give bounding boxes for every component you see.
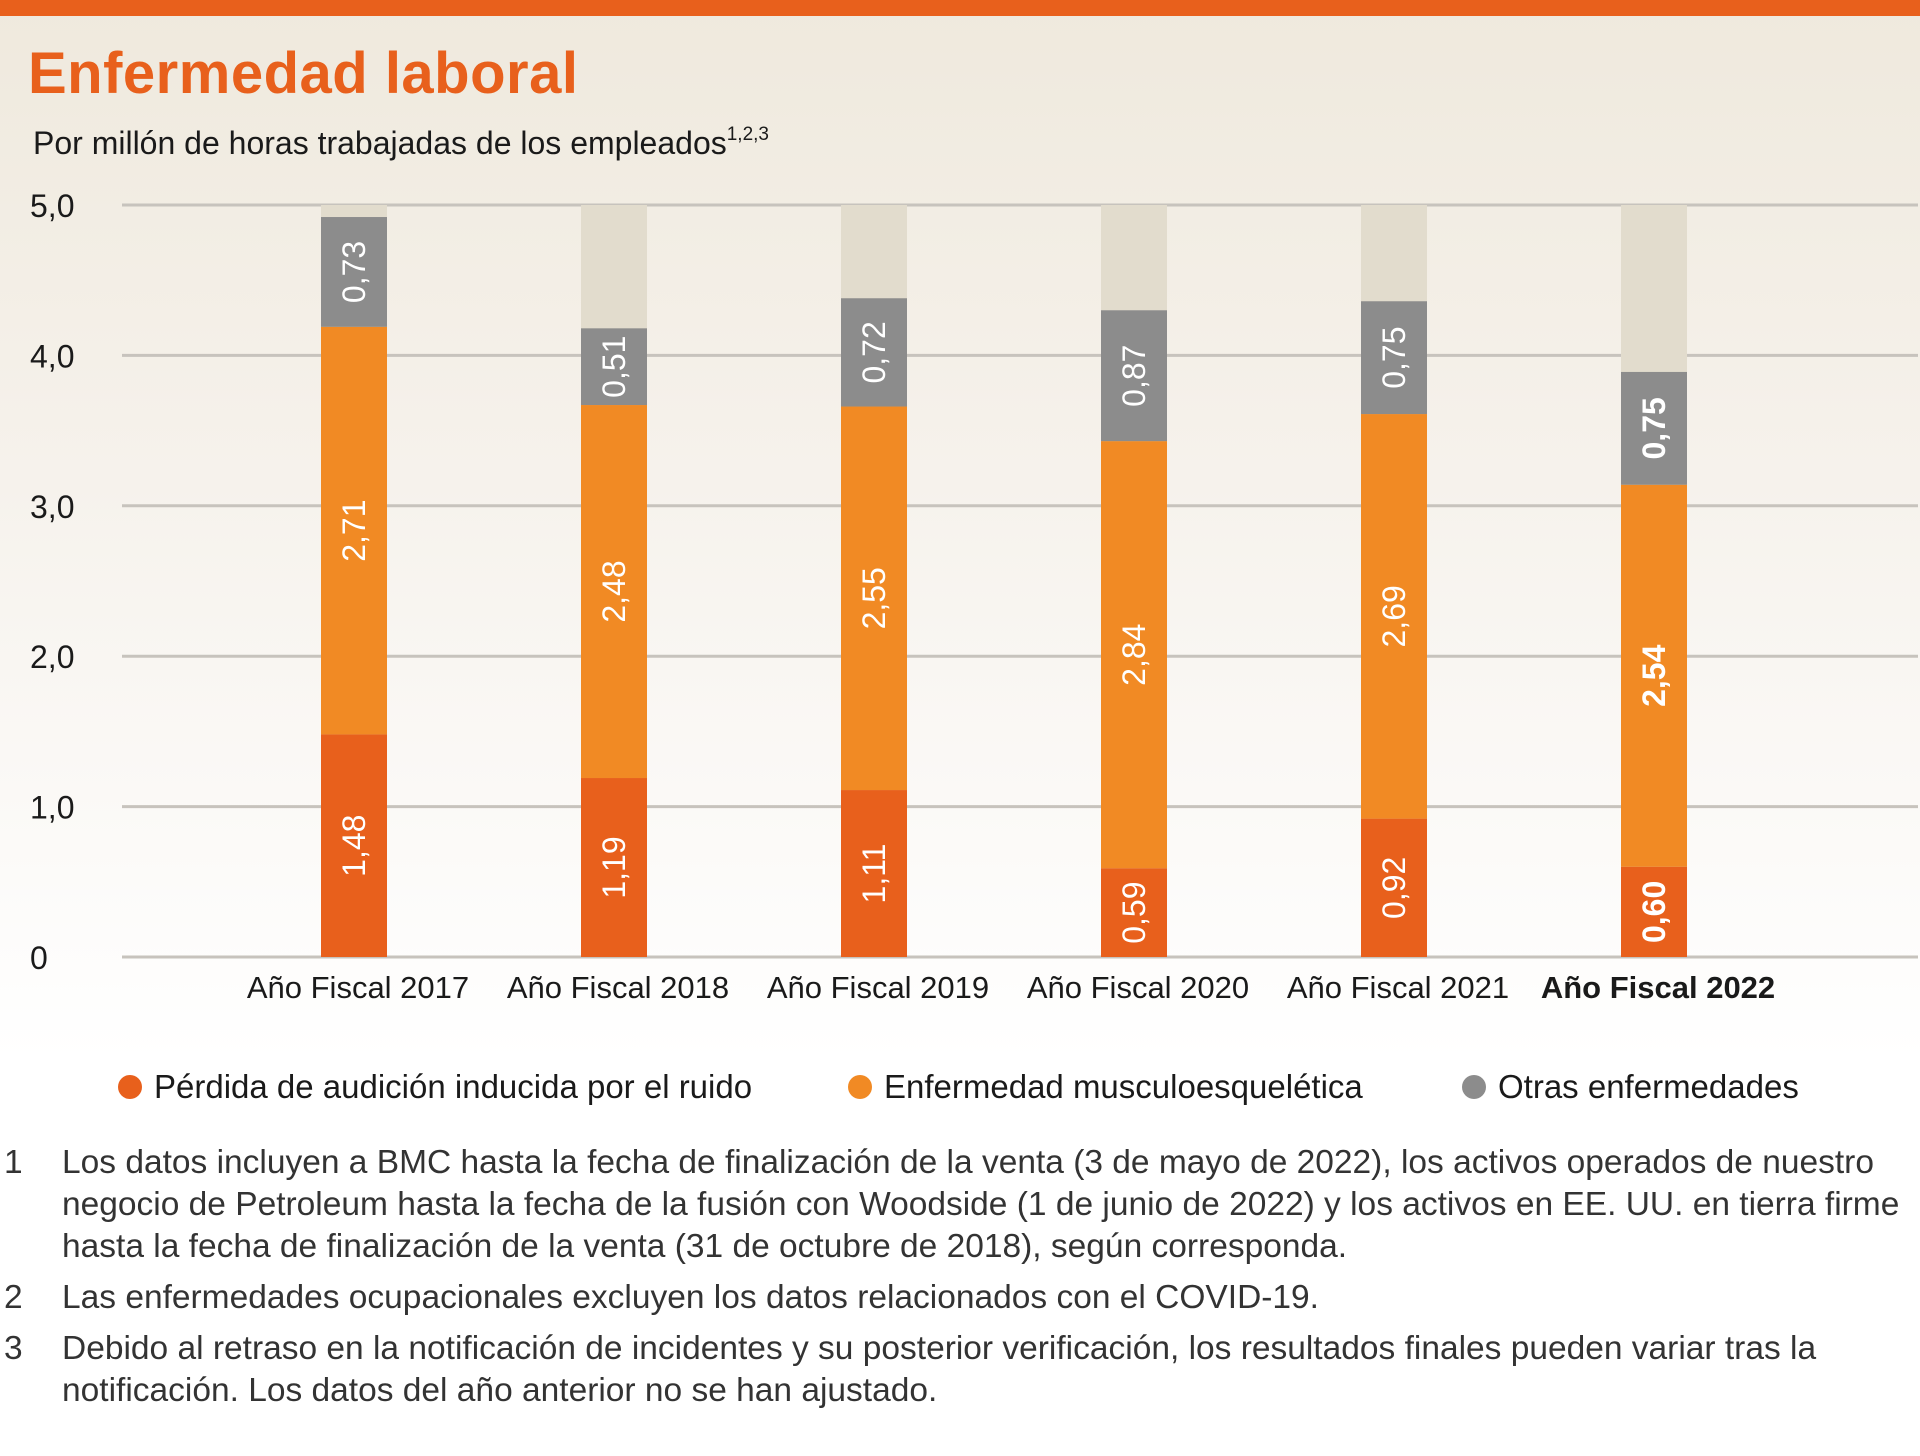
data-label: 0,87 <box>1116 345 1152 407</box>
data-label: 2,54 <box>1636 644 1672 706</box>
y-tick-label: 4,0 <box>30 338 74 374</box>
chart-background <box>0 0 1920 1060</box>
legend-label-noise: Pérdida de audición inducida por el ruid… <box>154 1068 753 1105</box>
bar-segment-other <box>581 328 647 406</box>
legend-label-musculo: Enfermedad musculoesquelética <box>884 1068 1363 1105</box>
data-label: 0,59 <box>1116 881 1152 943</box>
legend-label-other: Otras enfermedades <box>1498 1068 1799 1105</box>
data-label: 2,48 <box>596 560 632 622</box>
subtitle-footnote-refs: 1,2,3 <box>726 124 769 145</box>
x-tick-label: Año Fiscal 2017 <box>247 970 469 1005</box>
legend-item-noise: Pérdida de audición inducida por el ruid… <box>118 1068 752 1106</box>
bar-segment-other <box>1361 301 1427 415</box>
bar-segment-musculo <box>841 406 907 791</box>
x-tick-label: Año Fiscal 2021 <box>1287 970 1509 1005</box>
x-tick-label: Año Fiscal 2018 <box>507 970 729 1005</box>
top-accent-bar <box>0 0 1920 16</box>
data-label: 0,72 <box>856 321 892 383</box>
bar-segment-other <box>1621 371 1687 485</box>
legend-dot-musculo <box>848 1075 872 1099</box>
data-label: 0,60 <box>1636 881 1672 943</box>
y-tick-label: 0 <box>30 940 48 976</box>
bar-segment-noise <box>1361 818 1427 957</box>
chart-subtitle: Por millón de horas trabajadas de los em… <box>33 124 769 162</box>
x-tick-label: Año Fiscal 2022 <box>1541 970 1775 1005</box>
bar-segment-musculo <box>581 405 647 779</box>
data-label: 2,69 <box>1376 585 1412 647</box>
footnote-number: 3 <box>4 1330 23 1367</box>
subtitle-text: Por millón de horas trabajadas de los em… <box>33 125 727 161</box>
footnote-text: Las enfermedades ocupacionales excluyen … <box>62 1279 1319 1316</box>
data-label: 2,84 <box>1116 624 1152 686</box>
data-label: 1,48 <box>336 815 372 877</box>
legend-item-other: Otras enfermedades <box>1462 1068 1799 1106</box>
legend-dot-other <box>1462 1075 1486 1099</box>
bar-segment-other <box>321 217 387 327</box>
bar-segment-noise <box>581 778 647 957</box>
bar-segment-other <box>841 298 907 407</box>
data-label: 1,19 <box>596 836 632 898</box>
chart-legend: Pérdida de audición inducida por el ruid… <box>0 1068 1920 1118</box>
x-tick-label: Año Fiscal 2019 <box>767 970 989 1005</box>
legend-dot-noise <box>118 1075 142 1099</box>
data-label: 0,75 <box>1636 397 1672 459</box>
bar-segment-noise <box>321 734 387 957</box>
footnote-number: 2 <box>4 1279 23 1316</box>
footnote-2: 2 Las enfermedades ocupacionales excluye… <box>0 1277 1920 1319</box>
bar-segment-musculo <box>1101 441 1167 869</box>
page-title: Enfermedad laboral <box>28 41 579 106</box>
bar-segment-musculo <box>321 326 387 735</box>
footnotes: 1 Los datos incluyen a BMC hasta la fech… <box>0 1142 1920 1421</box>
y-tick-label: 2,0 <box>30 639 74 675</box>
bar-segment-musculo <box>1621 484 1687 867</box>
bar-segment-noise <box>1101 868 1167 957</box>
footnote-number: 1 <box>4 1144 23 1181</box>
data-label: 0,92 <box>1376 857 1412 919</box>
footnote-3: 3 Debido al retraso en la notificación d… <box>0 1328 1920 1412</box>
legend-item-musculo: Enfermedad musculoesquelética <box>848 1068 1363 1106</box>
bar-segment-noise <box>1621 866 1687 957</box>
y-tick-label: 1,0 <box>30 790 74 826</box>
data-label: 0,51 <box>596 336 632 398</box>
x-tick-label: Año Fiscal 2020 <box>1027 970 1249 1005</box>
footnote-text: Debido al retraso en la notificación de … <box>62 1330 1817 1409</box>
data-label: 0,75 <box>1376 327 1412 389</box>
data-label: 2,71 <box>336 499 372 561</box>
data-label: 0,73 <box>336 241 372 303</box>
footnote-text: Los datos incluyen a BMC hasta la fecha … <box>62 1144 1900 1265</box>
bar-segment-musculo <box>1361 414 1427 819</box>
stacked-bar-chart: 0 1,0 2,0 3,0 4,0 5,0 1,48 2,71 0,73 Año Fiscal 2… <box>30 188 1918 1005</box>
bar-segment-other <box>1101 310 1167 442</box>
data-label: 2,55 <box>856 567 892 629</box>
bar-segment-noise <box>841 790 907 957</box>
y-tick-label: 5,0 <box>30 188 74 224</box>
data-label: 1,11 <box>856 844 892 904</box>
y-tick-label: 3,0 <box>30 489 74 525</box>
footnote-1: 1 Los datos incluyen a BMC hasta la fech… <box>0 1142 1920 1268</box>
